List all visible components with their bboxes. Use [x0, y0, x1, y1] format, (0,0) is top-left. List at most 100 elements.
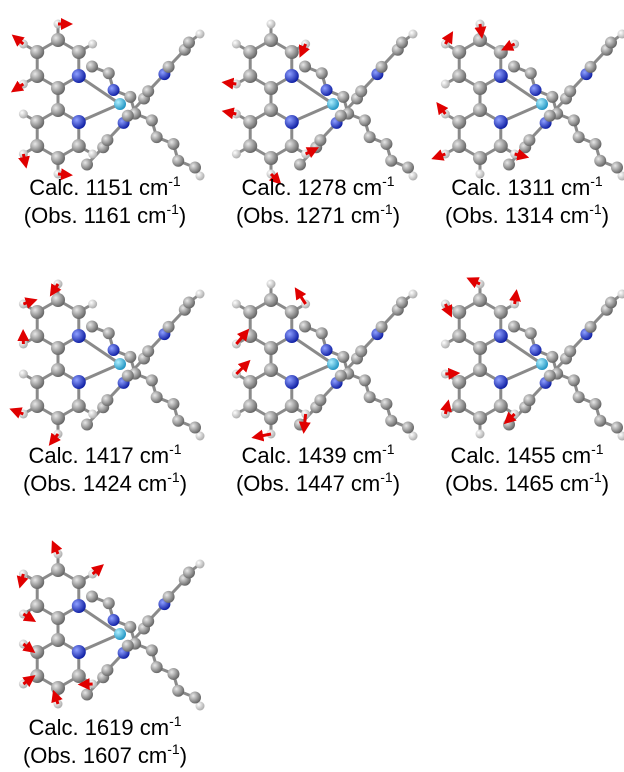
carbon-atom — [385, 155, 397, 167]
unit-exponent: -1 — [167, 469, 180, 485]
carbon-atom — [30, 669, 44, 683]
calc-label: Calc. 1619 cm-1 — [28, 713, 181, 740]
carbon-atom — [103, 327, 115, 339]
calc-label: Calc. 1455 cm-1 — [450, 441, 603, 468]
close-paren: ) — [393, 471, 400, 496]
carbon-atom — [544, 370, 556, 382]
unit-exponent: -1 — [169, 441, 182, 457]
hydrogen-atom — [88, 150, 97, 159]
obs-label: (Obs. 1271 cm-1) — [236, 201, 400, 228]
carbon-atom — [101, 134, 113, 146]
carbon-atom — [172, 415, 184, 427]
obs-label: (Obs. 1424 cm-1) — [23, 469, 187, 496]
molecule — [19, 546, 205, 711]
carbon-atom — [30, 115, 44, 129]
carbon-atom — [151, 391, 163, 403]
carbon-atom — [189, 422, 201, 434]
carbon-atom — [585, 321, 597, 333]
hydrogen-atom — [232, 410, 241, 419]
carbon-atom — [611, 162, 623, 174]
carbon-atom — [525, 327, 537, 339]
obs-label: (Obs. 1607 cm-1) — [23, 741, 187, 768]
carbon-atom — [122, 370, 134, 382]
carbon-atom — [355, 85, 367, 97]
unit-exponent: -1 — [591, 441, 604, 457]
metal-atom — [114, 358, 126, 370]
carbon-atom — [264, 81, 278, 95]
carbon-atom — [316, 327, 328, 339]
carbon-atom — [314, 134, 326, 146]
figure: Calc. 1151 cm-1(Obs. 1161 cm-1)Calc. 127… — [0, 0, 624, 772]
calc-text: Calc. 1619 cm — [28, 715, 169, 740]
carbon-atom — [51, 33, 65, 47]
obs-text: (Obs. 1607 cm — [23, 743, 167, 768]
carbon-atom — [525, 67, 537, 79]
nitrogen-atom — [321, 84, 333, 96]
calc-label: Calc. 1151 cm-1 — [29, 173, 181, 200]
carbon-atom — [473, 33, 487, 47]
carbon-atom — [51, 151, 65, 165]
carbon-atom — [72, 399, 86, 413]
carbon-atom — [142, 345, 154, 357]
carbon-atom — [30, 69, 44, 83]
unit-exponent: -1 — [589, 469, 602, 485]
carbon-atom — [285, 305, 299, 319]
close-paren: ) — [180, 743, 187, 768]
carbon-atom — [243, 375, 257, 389]
unit-exponent: -1 — [169, 713, 182, 729]
carbon-atom — [473, 151, 487, 165]
carbon-atom — [101, 394, 113, 406]
carbon-atom — [163, 61, 175, 73]
carbon-atom — [172, 685, 184, 697]
carbon-atom — [30, 575, 44, 589]
carbon-atom — [264, 411, 278, 425]
carbon-atom — [546, 91, 558, 103]
carbon-atom — [103, 597, 115, 609]
carbon-atom — [544, 110, 556, 122]
carbon-atom — [335, 110, 347, 122]
carbon-atom — [81, 419, 93, 431]
carbon-atom — [452, 329, 466, 343]
carbon-atom — [473, 103, 487, 117]
close-paren: ) — [180, 471, 187, 496]
hydrogen-atom — [232, 150, 241, 159]
carbon-atom — [585, 61, 597, 73]
carbon-atom — [359, 114, 371, 126]
hydrogen-atom — [232, 300, 241, 309]
close-paren: ) — [602, 203, 609, 228]
carbon-atom — [452, 139, 466, 153]
close-paren: ) — [602, 471, 609, 496]
carbon-atom — [508, 321, 520, 333]
close-paren: ) — [393, 203, 400, 228]
carbon-atom — [124, 351, 136, 363]
carbon-atom — [452, 115, 466, 129]
displacement-arrow — [236, 364, 246, 374]
carbon-atom — [51, 681, 65, 695]
carbon-atom — [337, 351, 349, 363]
carbon-atom — [264, 293, 278, 307]
metal-atom — [114, 628, 126, 640]
carbon-atom — [30, 599, 44, 613]
carbon-atom — [122, 110, 134, 122]
carbon-atom — [452, 45, 466, 59]
carbon-atom — [335, 370, 347, 382]
displacement-arrow — [515, 154, 524, 156]
carbon-atom — [299, 321, 311, 333]
carbon-atom — [337, 91, 349, 103]
obs-text: (Obs. 1447 cm — [236, 471, 380, 496]
calc-text: Calc. 1278 cm — [241, 175, 382, 200]
carbon-atom — [264, 151, 278, 165]
carbon-atom — [589, 138, 601, 150]
carbon-atom — [172, 155, 184, 167]
displacement-arrow — [480, 24, 481, 33]
unit-exponent: -1 — [590, 173, 603, 189]
carbon-atom — [151, 131, 163, 143]
carbon-atom — [81, 689, 93, 701]
nitrogen-atom — [285, 69, 299, 83]
nitrogen-atom — [285, 375, 299, 389]
hydrogen-atom — [441, 80, 450, 89]
nitrogen-atom — [108, 84, 120, 96]
nitrogen-atom — [72, 329, 86, 343]
carbon-atom — [51, 293, 65, 307]
carbon-atom — [452, 375, 466, 389]
